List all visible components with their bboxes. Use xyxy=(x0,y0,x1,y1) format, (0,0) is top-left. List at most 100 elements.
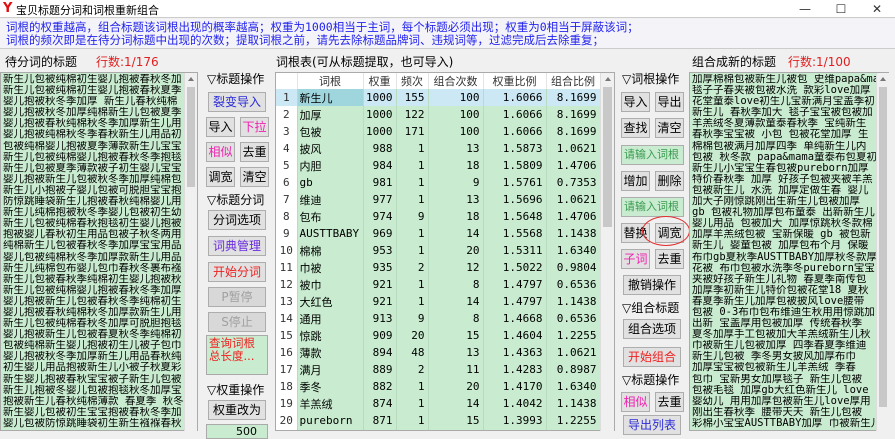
column-header[interactable] xyxy=(276,73,298,89)
table-cell[interactable]: 17 xyxy=(428,429,484,430)
table-cell[interactable]: 1.1438 xyxy=(546,395,601,412)
table-cell[interactable]: 1 xyxy=(396,412,429,429)
column-header[interactable]: 权重 xyxy=(363,73,397,89)
delete-root-button[interactable]: 删除 xyxy=(655,171,684,191)
table-cell[interactable]: 加厚 xyxy=(297,106,364,123)
table-cell[interactable]: 13 xyxy=(428,140,484,157)
table-cell[interactable]: 1.5022 xyxy=(483,259,547,276)
table-cell[interactable]: 1000 xyxy=(363,89,397,106)
pause-button[interactable]: P暂停 xyxy=(208,287,266,307)
maximize-button[interactable]: ☐ xyxy=(835,2,847,16)
table-cell[interactable]: 9 xyxy=(396,310,429,327)
table-row[interactable]: 12 被巾 921 1 8 1.4797 0.6536 xyxy=(276,276,601,293)
table-cell[interactable]: 1.5761 xyxy=(483,174,547,191)
table-cell[interactable]: 季冬 xyxy=(297,378,364,395)
table-cell[interactable]: 1.4668 xyxy=(483,310,547,327)
table-cell[interactable]: gb xyxy=(297,174,364,191)
table-row[interactable]: 16 薄款 894 48 13 1.4363 1.0621 xyxy=(276,344,601,361)
table-cell[interactable]: 大红色 xyxy=(297,293,364,310)
column-header[interactable]: 权重比例 xyxy=(483,73,547,89)
table-cell[interactable]: 913 xyxy=(363,310,397,327)
table-cell[interactable]: 921 xyxy=(363,293,397,310)
root-input-2[interactable]: 请输入词根 xyxy=(621,197,684,217)
table-cell[interactable]: 1000 xyxy=(363,106,397,123)
table-cell[interactable]: 被巾 xyxy=(297,276,364,293)
table-cell[interactable]: 1.3945 xyxy=(483,429,547,430)
table-row[interactable]: 9 AUSTTBABY 969 1 14 1.5568 1.1438 xyxy=(276,225,601,242)
weight-value-input[interactable]: 500 xyxy=(206,424,268,439)
table-row[interactable]: 18 季冬 882 1 20 1.4170 1.6340 xyxy=(276,378,601,395)
table-row[interactable]: 3 包被 1000 171 100 1.6066 8.1699 xyxy=(276,123,601,140)
close-button[interactable]: ✕ xyxy=(871,2,883,16)
table-row[interactable]: 6 gb 981 1 9 1.5761 0.7353 xyxy=(276,174,601,191)
undo-button[interactable]: 撤销操作 xyxy=(623,275,681,295)
table-cell[interactable]: 1 xyxy=(396,140,429,157)
table-cell[interactable]: 0.8987 xyxy=(546,361,601,378)
table-cell[interactable]: 14 xyxy=(428,293,484,310)
table-row[interactable]: 19 羊羔绒 874 1 14 1.4042 1.1438 xyxy=(276,395,601,412)
table-cell[interactable]: 122 xyxy=(396,106,429,123)
table-row[interactable]: 17 满月 889 2 11 1.4283 0.8987 xyxy=(276,361,601,378)
table-cell[interactable]: 1.4042 xyxy=(483,395,547,412)
add-root-button[interactable]: 增加 xyxy=(621,171,650,191)
table-cell[interactable]: 100 xyxy=(428,106,484,123)
segment-options-button[interactable]: 分词选项 xyxy=(208,210,266,230)
dedupe-right-button[interactable]: 去重 xyxy=(655,392,684,412)
table-cell[interactable]: 新生儿 xyxy=(297,89,364,106)
table-cell[interactable]: 1 xyxy=(396,395,429,412)
table-row[interactable]: 20 pureborn 871 1 15 1.3993 1.2255 xyxy=(276,412,601,429)
table-row[interactable]: 13 大红色 921 1 14 1.4797 1.1438 xyxy=(276,293,601,310)
column-header[interactable]: 组合比例 xyxy=(546,73,601,89)
table-cell[interactable]: 1 xyxy=(396,191,429,208)
table-cell[interactable]: pureborn xyxy=(297,412,364,429)
table-row[interactable]: 2 加厚 1000 122 100 1.6066 8.1699 xyxy=(276,106,601,123)
table-cell[interactable]: 维迪 xyxy=(297,191,364,208)
table-cell[interactable]: 953 xyxy=(363,242,397,259)
table-cell[interactable]: 20 xyxy=(396,327,429,344)
table-row[interactable]: 14 通用 913 9 8 1.4668 0.6536 xyxy=(276,310,601,327)
table-cell[interactable]: 2 xyxy=(396,259,429,276)
table-cell[interactable]: 内胆 xyxy=(297,157,364,174)
table-cell[interactable]: 8.1699 xyxy=(546,89,601,106)
table-cell[interactable]: 8.1699 xyxy=(546,106,601,123)
table-cell[interactable]: 羊羔绒 xyxy=(297,395,364,412)
table-cell[interactable]: 894 xyxy=(363,344,397,361)
table-cell[interactable]: 1.5311 xyxy=(483,242,547,259)
column-header[interactable]: 组合次数 xyxy=(428,73,484,89)
import-roots-button[interactable]: 导入 xyxy=(621,92,650,112)
combined-titles-textarea[interactable]: 加厚棉棉包被新生儿被包 史维papa&ma 毯子子春夹被包被水洗 款彩love加厚… xyxy=(689,72,889,431)
table-cell[interactable]: 14 xyxy=(428,395,484,412)
table-cell[interactable]: 1.3993 xyxy=(483,412,547,429)
table-cell[interactable]: 20 xyxy=(428,378,484,395)
replace-button[interactable]: 替换 xyxy=(621,223,650,243)
stop-button[interactable]: S停止 xyxy=(208,312,266,332)
table-cell[interactable]: 977 xyxy=(363,191,397,208)
table-cell[interactable]: 薄款 xyxy=(297,344,364,361)
table-cell[interactable]: AUSTTBABY xyxy=(297,225,364,242)
similar-button[interactable]: 相似 xyxy=(206,142,235,162)
source-titles-textarea[interactable]: 新生儿包被纯棉初生婴儿抱被春秋冬加 新生儿包被纯棉初生婴儿抱被春秋夏季 婴儿抱被秋冬… xyxy=(0,72,198,431)
table-cell[interactable]: 1 xyxy=(396,157,429,174)
set-weight-button[interactable]: 权重改为 xyxy=(208,400,266,420)
table-row[interactable]: 4 披风 988 1 13 1.5873 1.0621 xyxy=(276,140,601,157)
clear-titles-button[interactable]: 清空 xyxy=(240,167,269,187)
table-cell[interactable]: 0.6536 xyxy=(546,276,601,293)
table-cell[interactable]: 1.5809 xyxy=(483,157,547,174)
left-scrollbar[interactable] xyxy=(184,73,197,431)
table-cell[interactable]: 1.6340 xyxy=(546,378,601,395)
table-row[interactable]: 21秋冬款8697171.39451.3889 xyxy=(276,429,601,430)
table-cell[interactable]: 包被 xyxy=(297,123,364,140)
column-header[interactable]: 词根 xyxy=(297,73,364,89)
table-cell[interactable]: 1.4283 xyxy=(483,361,547,378)
find-button[interactable]: 查找 xyxy=(621,118,650,138)
table-row[interactable]: 5 内胆 984 1 18 1.5809 1.4706 xyxy=(276,157,601,174)
table-cell[interactable]: 0.6536 xyxy=(546,310,601,327)
table-cell[interactable]: 14 xyxy=(428,225,484,242)
table-cell[interactable]: 1 xyxy=(396,174,429,191)
table-cell[interactable]: 18 xyxy=(428,157,484,174)
table-cell[interactable]: 1.2255 xyxy=(546,412,601,429)
table-row[interactable]: 8 包布 974 9 18 1.5648 1.4706 xyxy=(276,208,601,225)
table-cell[interactable]: 889 xyxy=(363,361,397,378)
dedupe-button[interactable]: 去重 xyxy=(240,142,269,162)
table-row[interactable]: 11 巾被 935 2 12 1.5022 0.9804 xyxy=(276,259,601,276)
